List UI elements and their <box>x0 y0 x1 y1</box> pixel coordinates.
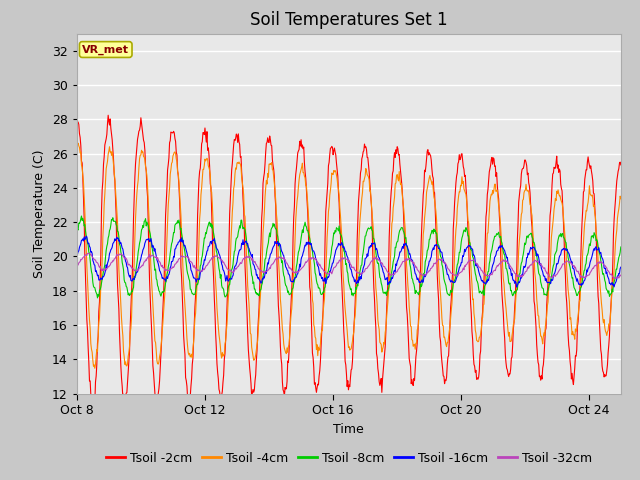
Y-axis label: Soil Temperature (C): Soil Temperature (C) <box>33 149 46 278</box>
Text: VR_met: VR_met <box>82 44 129 55</box>
X-axis label: Time: Time <box>333 422 364 435</box>
Title: Soil Temperatures Set 1: Soil Temperatures Set 1 <box>250 11 447 29</box>
Legend: Tsoil -2cm, Tsoil -4cm, Tsoil -8cm, Tsoil -16cm, Tsoil -32cm: Tsoil -2cm, Tsoil -4cm, Tsoil -8cm, Tsoi… <box>101 447 596 469</box>
